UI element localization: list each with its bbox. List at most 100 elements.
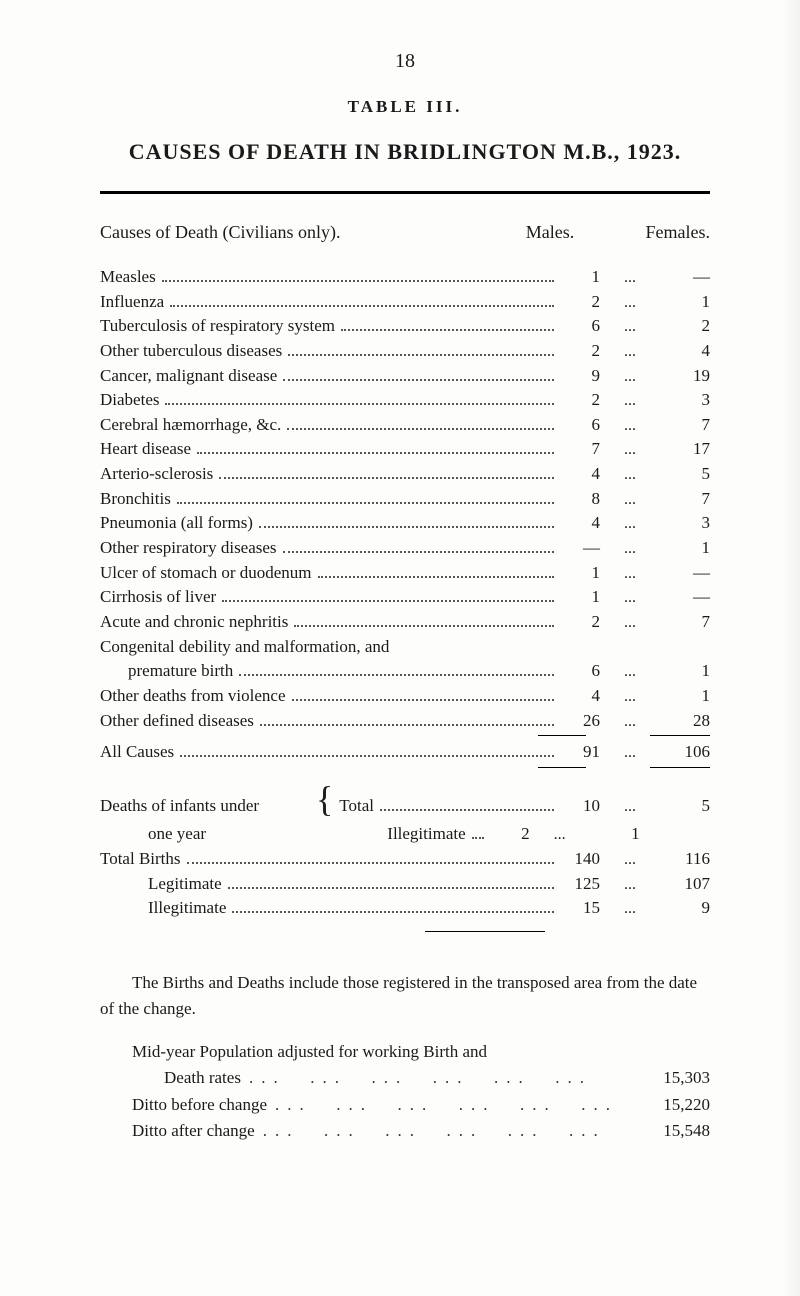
leader-dots (228, 875, 554, 889)
leader-dots (239, 662, 554, 676)
paragraph-transposed: The Births and Deaths include those regi… (100, 970, 710, 1021)
all-causes-row: All Causes 91 ... 106 (100, 740, 710, 765)
infants-illeg-males: 2 (490, 822, 530, 847)
cause-females: — (660, 561, 710, 586)
rate-label: Ditto before change (132, 1092, 267, 1118)
all-causes-label: All Causes (100, 740, 174, 765)
infants-label-line2: one year (100, 822, 358, 847)
leader-dots (472, 826, 484, 840)
cause-males: 6 (560, 413, 600, 438)
separator: ... (600, 340, 660, 363)
sum-rule-bottom (100, 767, 710, 768)
leader-dots (180, 743, 554, 757)
title-rule (100, 191, 710, 194)
table-row: premature birth6...1 (100, 659, 710, 684)
cause-females: — (660, 265, 710, 290)
leader-dots (219, 465, 554, 479)
rates-table: Death rates... ... ... ... ... ...15,303… (100, 1065, 710, 1144)
table-row: Acute and chronic nephritis2...7 (100, 610, 710, 635)
separator: ... (600, 586, 660, 609)
infants-total-males: 10 (560, 794, 600, 819)
leader-dots (287, 416, 554, 430)
separator: ... (600, 389, 660, 412)
cause-label: Influenza (100, 290, 164, 315)
cause-males: 1 (560, 585, 600, 610)
cause-males: 26 (560, 709, 600, 734)
cause-females: 5 (660, 462, 710, 487)
cause-label: Heart disease (100, 437, 191, 462)
cause-label: Other respiratory diseases (100, 536, 277, 561)
cause-females: — (660, 585, 710, 610)
table-row: Other deaths from violence4...1 (100, 684, 710, 709)
births-table: Total Births140...116Legitimate125...107… (100, 847, 710, 921)
page: 18 TABLE III. CAUSES OF DEATH IN BRIDLIN… (0, 0, 800, 1296)
main-title: CAUSES OF DEATH IN BRIDLINGTON M.B., 192… (100, 139, 710, 165)
birth-males: 15 (560, 896, 600, 921)
table-row: Influenza2...1 (100, 290, 710, 315)
birth-label: Legitimate (100, 872, 222, 897)
rate-label: Death rates (164, 1065, 241, 1091)
table-row: Legitimate125...107 (100, 872, 710, 897)
header-males: Males. (490, 222, 610, 243)
leader-dots (222, 588, 554, 602)
cause-females: 7 (660, 413, 710, 438)
rate-row: Death rates... ... ... ... ... ...15,303 (100, 1065, 710, 1091)
rate-row: Ditto after change... ... ... ... ... ..… (100, 1118, 710, 1144)
cause-males: 6 (560, 314, 600, 339)
table-row: Ulcer of stomach or duodenum1...— (100, 561, 710, 586)
leader-dots: ... ... ... ... ... ... (241, 1065, 610, 1091)
causes-table: Measles1...—Influenza2...1Tuberculosis o… (100, 265, 710, 733)
page-number: 18 (100, 50, 710, 73)
infants-total-label: Total (339, 794, 374, 819)
cause-males: 8 (560, 487, 600, 512)
cause-females: 28 (660, 709, 710, 734)
separator: ... (600, 463, 660, 486)
cause-females: 3 (660, 388, 710, 413)
table-row: Illegitimate15...9 (100, 896, 710, 921)
leader-dots (283, 367, 554, 381)
table-row: Bronchitis8...7 (100, 487, 710, 512)
table-row: Diabetes2...3 (100, 388, 710, 413)
midyear-heading: Mid-year Population adjusted for working… (100, 1039, 710, 1065)
leader-dots (232, 899, 554, 913)
cause-label: Cancer, malignant disease (100, 364, 277, 389)
cause-males: 2 (560, 339, 600, 364)
separator: ... (600, 873, 660, 896)
cause-females: 1 (660, 290, 710, 315)
infants-illeg-label: Illegitimate (387, 822, 465, 847)
leader-dots (294, 613, 554, 627)
separator: ... (600, 365, 660, 388)
birth-label: Illegitimate (100, 896, 226, 921)
table-row: Cirrhosis of liver1...— (100, 585, 710, 610)
leader-dots (165, 391, 554, 405)
cause-females: 7 (660, 487, 710, 512)
separator: ... (600, 291, 660, 314)
cause-females: 1 (660, 684, 710, 709)
table-label: TABLE III. (100, 97, 710, 117)
brace-icon: { (310, 790, 339, 808)
table-row: Tuberculosis of respiratory system6...2 (100, 314, 710, 339)
all-causes-males: 91 (560, 740, 600, 765)
leader-dots (197, 441, 554, 455)
cause-females: 4 (660, 339, 710, 364)
table-row: Measles1...— (100, 265, 710, 290)
separator: ... (600, 685, 660, 708)
cause-males: 2 (560, 610, 600, 635)
cause-label: Other deaths from violence (100, 684, 286, 709)
leader-dots (341, 317, 554, 331)
rate-value: 15,548 (610, 1118, 710, 1144)
cause-label: Diabetes (100, 388, 159, 413)
leader-dots (259, 515, 554, 529)
cause-males: — (560, 536, 600, 561)
separator: ... (530, 823, 590, 846)
infants-label-line1: Deaths of infants under (100, 794, 310, 819)
leader-dots (260, 712, 554, 726)
separator: ... (600, 266, 660, 289)
birth-females: 9 (660, 896, 710, 921)
cause-males: 9 (560, 364, 600, 389)
cause-label: Pneumonia (all forms) (100, 511, 253, 536)
table-row: Congenital debility and malformation, an… (100, 635, 710, 660)
leader-dots (288, 342, 554, 356)
cause-label: Ulcer of stomach or duodenum (100, 561, 312, 586)
cause-label: Bronchitis (100, 487, 171, 512)
